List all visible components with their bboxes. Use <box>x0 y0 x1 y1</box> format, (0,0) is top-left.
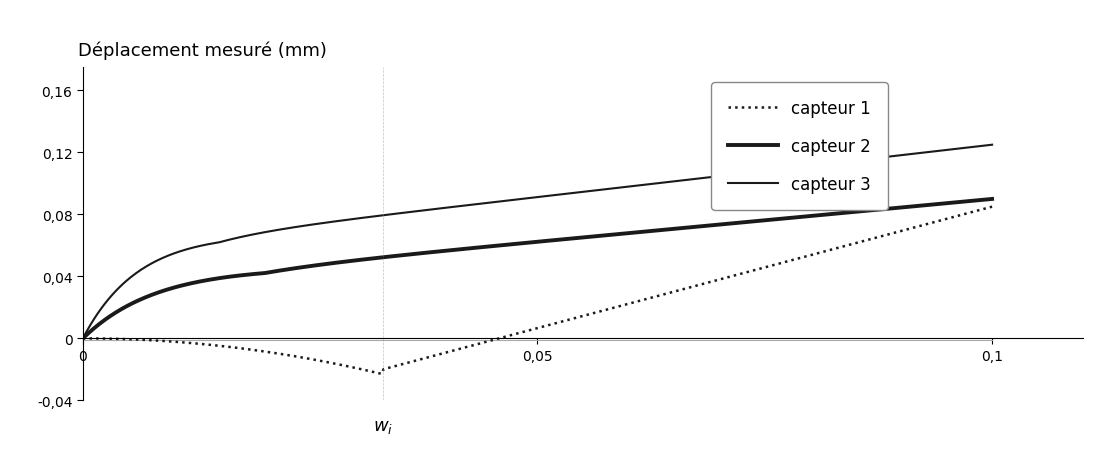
Text: Déplacement mesuré (mm): Déplacement mesuré (mm) <box>78 41 327 60</box>
Legend: capteur 1, capteur 2, capteur 3: capteur 1, capteur 2, capteur 3 <box>712 83 887 210</box>
Text: $w_i$: $w_i$ <box>373 417 393 436</box>
